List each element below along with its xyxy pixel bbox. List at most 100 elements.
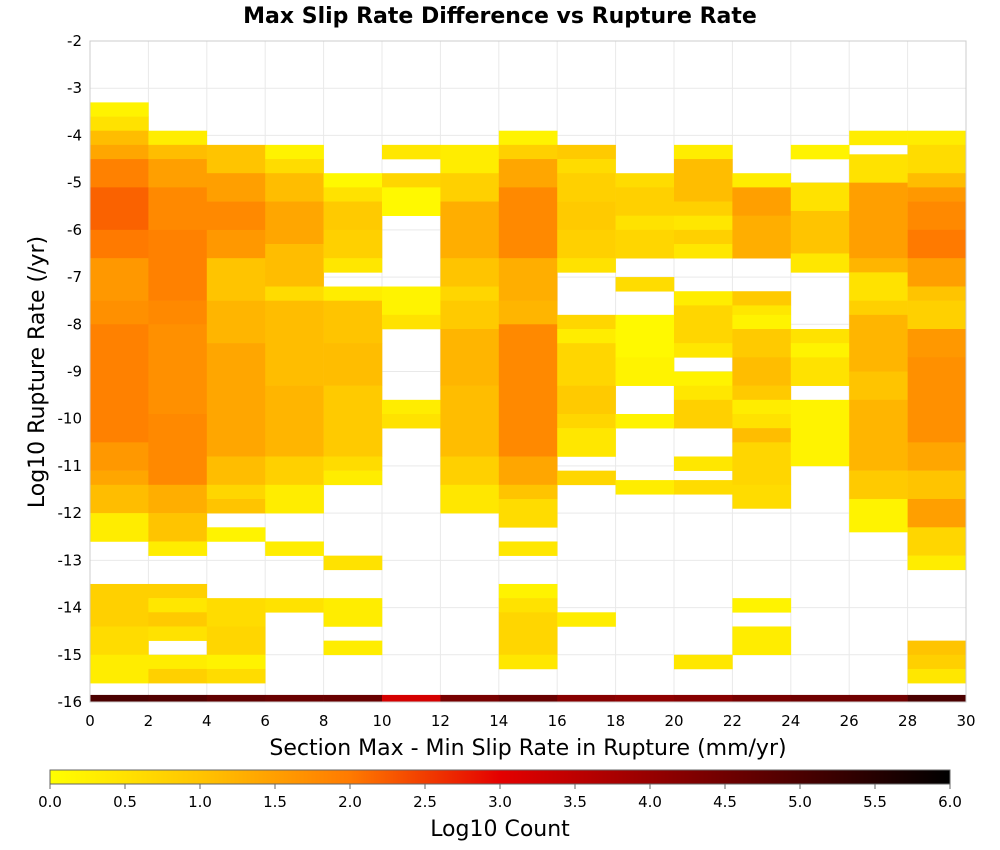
plot-frame	[89, 40, 967, 703]
y-tick-label: -11	[58, 457, 83, 475]
colorbar-tick-label: 0.5	[113, 793, 137, 811]
heatmap-cell	[674, 456, 733, 471]
heatmap-cell	[615, 229, 675, 259]
y-tick-label: -7	[67, 268, 82, 286]
heatmap-cell	[148, 583, 208, 599]
heatmap-cell	[557, 470, 616, 486]
heatmap-cell	[206, 258, 266, 301]
heatmap-cell	[148, 413, 208, 486]
heatmap-cell	[907, 144, 967, 174]
heatmap-cell	[615, 413, 675, 429]
heatmap-cell	[498, 498, 558, 528]
heatmap-cell	[206, 654, 266, 670]
heatmap-cell	[674, 694, 733, 702]
heatmap-cell	[907, 640, 967, 656]
heatmap-cell	[323, 286, 383, 301]
heatmap-cell	[90, 324, 149, 443]
heatmap-cell	[907, 470, 967, 500]
heatmap-cell	[907, 555, 967, 571]
heatmap-cell	[323, 598, 383, 627]
heatmap-cell	[498, 187, 558, 259]
heatmap-cell	[557, 314, 616, 330]
colorbar-tick-label: 0.0	[38, 793, 62, 811]
heatmap-cell	[907, 442, 967, 471]
x-tick-label: 16	[548, 712, 567, 730]
heatmap-cell	[90, 159, 149, 188]
heatmap-cell	[674, 215, 733, 231]
heatmap-cell	[382, 399, 441, 415]
y-tick-label: -16	[58, 693, 83, 711]
heatmap-cell	[382, 413, 441, 429]
x-tick-label: 30	[956, 712, 975, 730]
heatmap-cell	[849, 399, 908, 471]
heatmap-cell	[907, 498, 967, 528]
heatmap-cell	[907, 329, 967, 358]
heatmap-cell	[90, 442, 149, 471]
heatmap-cell	[557, 201, 616, 231]
heatmap-cell	[557, 428, 616, 457]
heatmap-cell	[148, 598, 208, 613]
heatmap-cell	[790, 210, 850, 254]
heatmap-cell	[907, 201, 967, 231]
heatmap-cell	[440, 258, 500, 287]
x-tick-label: 22	[723, 712, 742, 730]
heatmap-cell	[440, 201, 500, 259]
y-tick-label: -14	[58, 599, 83, 617]
y-tick-label: -4	[67, 126, 82, 144]
heatmap-cell	[90, 513, 149, 542]
heatmap-cell	[265, 694, 324, 702]
heatmap-cell	[323, 385, 383, 457]
heatmap-cell	[557, 329, 616, 344]
heatmap-cell	[206, 300, 266, 344]
heatmap-cell	[498, 324, 558, 457]
heatmap-cell	[849, 470, 908, 500]
colorbar-tick-label: 2.5	[413, 793, 437, 811]
heatmap-cell	[498, 583, 558, 599]
heatmap-cell	[849, 272, 908, 301]
heatmap-cell	[849, 154, 908, 183]
heatmap-cell	[498, 456, 558, 486]
colorbar-tick-label: 3.5	[563, 793, 587, 811]
heatmap-cell	[323, 555, 383, 571]
heatmap-cell	[849, 258, 908, 273]
heatmap-cell	[557, 144, 616, 160]
x-tick-label: 12	[431, 712, 450, 730]
heatmap-cell	[498, 694, 558, 702]
heatmap-cell	[732, 329, 792, 358]
heatmap-cell	[148, 612, 208, 627]
heatmap-cell	[90, 258, 149, 301]
heatmap-cell	[90, 583, 149, 627]
heatmap-cell	[790, 357, 850, 386]
heatmap-cell	[90, 229, 149, 259]
heatmap-cell	[674, 159, 733, 202]
heatmap-cell	[498, 144, 558, 160]
heatmap-cell	[498, 484, 558, 500]
heatmap-cell	[790, 694, 850, 702]
heatmap-cell	[265, 201, 324, 245]
heatmap-cell	[90, 130, 149, 146]
heatmap-cell	[440, 694, 500, 702]
y-tick-label: -13	[58, 551, 83, 569]
x-tick-label: 4	[202, 712, 212, 730]
heatmap-cell	[323, 201, 383, 231]
y-tick-label: -8	[67, 315, 82, 333]
heatmap-cell	[615, 187, 675, 216]
colorbar-tick-label: 2.0	[338, 793, 362, 811]
heatmap-cell	[674, 229, 733, 245]
heatmap-cell	[674, 654, 733, 670]
y-tick-label: -2	[67, 32, 82, 50]
x-tick-label: 10	[372, 712, 391, 730]
heatmap-cell	[790, 329, 850, 344]
heatmap-cell	[265, 244, 324, 287]
heatmap-cell	[849, 300, 908, 316]
heatmap-cell	[440, 300, 500, 330]
x-tick-label: 14	[489, 712, 508, 730]
chart-title: Max Slip Rate Difference vs Rupture Rate	[243, 4, 757, 29]
heatmap-cell	[790, 343, 850, 358]
heatmap-cell	[732, 314, 792, 330]
heatmap-cell	[615, 215, 675, 231]
colorbar-label: Log10 Count	[430, 817, 570, 842]
heatmap-cell	[265, 159, 324, 174]
colorbar-tick-label: 4.0	[638, 793, 662, 811]
